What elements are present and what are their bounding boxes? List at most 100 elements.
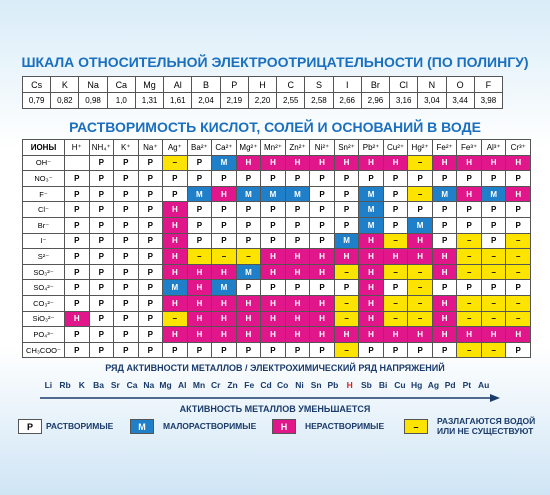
solubility-cell: Р	[456, 201, 482, 218]
solubility-cell: –	[407, 185, 433, 203]
solubility-cell: Н	[309, 310, 335, 328]
solubility-cell: Н	[480, 154, 507, 172]
solubility-cell: Н	[431, 326, 458, 343]
solubility-cell: Р	[64, 326, 90, 343]
solubility-cell: Р	[64, 279, 90, 296]
metal: Na	[143, 380, 155, 390]
element-cell: I	[332, 76, 362, 93]
solubility-cell: Р	[333, 185, 360, 203]
element-cell: H	[247, 76, 278, 93]
solubility-cell: Р	[137, 326, 164, 343]
metal: Al	[178, 380, 187, 390]
anion-cell: CH₃COO⁻	[22, 341, 65, 359]
solubility-cell: Н	[456, 154, 482, 172]
solubility-cell: Р	[186, 341, 213, 359]
solubility-cell: –	[382, 263, 409, 281]
element-cell: Br	[360, 76, 391, 93]
cation-cell: Pb²⁺	[358, 139, 384, 156]
solubility-cell: Н	[358, 310, 384, 328]
metal: Bi	[378, 380, 388, 390]
title: ШКАЛА ОТНОСИТЕЛЬНОЙ ЭЛЕКТРООТРИЦАТЕЛЬНОС…	[21, 54, 529, 70]
solubility-cell: Н	[162, 326, 188, 343]
value-cell: 1,31	[134, 92, 165, 109]
anion-cell: SO₃²⁻	[22, 263, 65, 281]
value-cell: 2,55	[276, 92, 306, 109]
metal: Cu	[394, 380, 406, 390]
solubility-cell: Р	[480, 232, 507, 250]
element-cell: S	[304, 76, 334, 93]
cation-cell: H⁺	[64, 139, 90, 156]
anion-cell: Cl⁻	[22, 201, 65, 218]
solubility-cell: Р	[309, 217, 335, 234]
solubility-cell: Р	[235, 232, 262, 250]
solubility-cell: –	[407, 310, 433, 328]
legend-label: РАСТВОРИМЫЕ	[46, 421, 114, 431]
solubility-cell: –	[235, 248, 262, 265]
anion-cell: SO₄²⁻	[22, 279, 65, 296]
solubility-cell: Р	[456, 279, 482, 296]
solubility-cell: Р	[480, 170, 507, 187]
solubility-cell: –	[407, 295, 433, 312]
legend-swatch: Р	[18, 419, 42, 434]
activity-title: РЯД АКТИВНОСТИ МЕТАЛЛОВ / ЭЛЕКТРОХИМИЧЕС…	[105, 363, 445, 373]
solubility-cell: Р	[88, 341, 115, 359]
solubility-cell: Р	[162, 170, 188, 187]
solubility-cell: Р	[211, 232, 237, 250]
value-cell: 2,20	[247, 92, 278, 109]
solubility-cell: Р	[260, 170, 286, 187]
solubility-cell: Р	[333, 217, 360, 234]
solubility-cell: Р	[88, 201, 115, 218]
metal: Pb	[327, 380, 339, 390]
solubility-cell: Р	[382, 170, 409, 187]
solubility-cell: –	[456, 310, 482, 328]
solubility-cell: Н	[284, 263, 311, 281]
solubility-cell: Р	[382, 341, 409, 359]
element-cell: Cs	[22, 76, 52, 93]
value-cell: 2,04	[191, 92, 221, 109]
metal: Cd	[260, 380, 272, 390]
solubility-cell: Р	[211, 217, 237, 234]
anion-cell: CO₃²⁻	[22, 295, 65, 312]
solubility-cell: Р	[64, 185, 90, 203]
solubility-cell: Н	[407, 248, 433, 265]
solubility-cell: Р	[186, 170, 213, 187]
arrow-head	[490, 394, 500, 402]
solubility-cell: Н	[358, 248, 384, 265]
solubility-cell: Р	[235, 170, 262, 187]
solubility-cell: Р	[64, 248, 90, 265]
solubility-cell: Р	[137, 154, 164, 172]
solubility-cell: Р	[309, 341, 335, 359]
solubility-cell	[64, 154, 90, 172]
solubility-cell: –	[162, 154, 188, 172]
solubility-cell: Н	[431, 295, 458, 312]
solubility-cell: Р	[113, 341, 139, 359]
metal: Zn	[227, 380, 238, 390]
legend-swatch: М	[130, 419, 154, 434]
solubility-cell: Р	[186, 201, 213, 218]
cation-cell: Cu²⁺	[382, 139, 409, 156]
solubility-cell: Н	[309, 295, 335, 312]
metal: Ba	[93, 380, 105, 390]
solubility-cell: Н	[431, 310, 458, 328]
solubility-cell: –	[456, 248, 482, 265]
solubility-cell: Р	[358, 170, 384, 187]
solubility-cell: Р	[88, 279, 115, 296]
solubility-cell: Н	[309, 263, 335, 281]
solubility-cell: Р	[284, 170, 311, 187]
solubility-cell: Н	[186, 279, 213, 296]
solubility-cell: –	[505, 248, 531, 265]
solubility-cell: Р	[137, 201, 164, 218]
cation-cell: Cr³⁺	[505, 139, 531, 156]
metal: Sn	[310, 380, 322, 390]
solubility-cell: Р	[137, 248, 164, 265]
solubility-cell: –	[505, 232, 531, 250]
solubility-cell: Р	[333, 279, 360, 296]
solubility-cell: Р	[382, 185, 409, 203]
solubility-cell: Р	[211, 341, 237, 359]
solubility-cell: –	[382, 295, 409, 312]
solubility-cell: Н	[186, 310, 213, 328]
element-cell: Cl	[389, 76, 419, 93]
value-cell: 0,82	[50, 92, 80, 109]
solubility-cell: Р	[64, 232, 90, 250]
